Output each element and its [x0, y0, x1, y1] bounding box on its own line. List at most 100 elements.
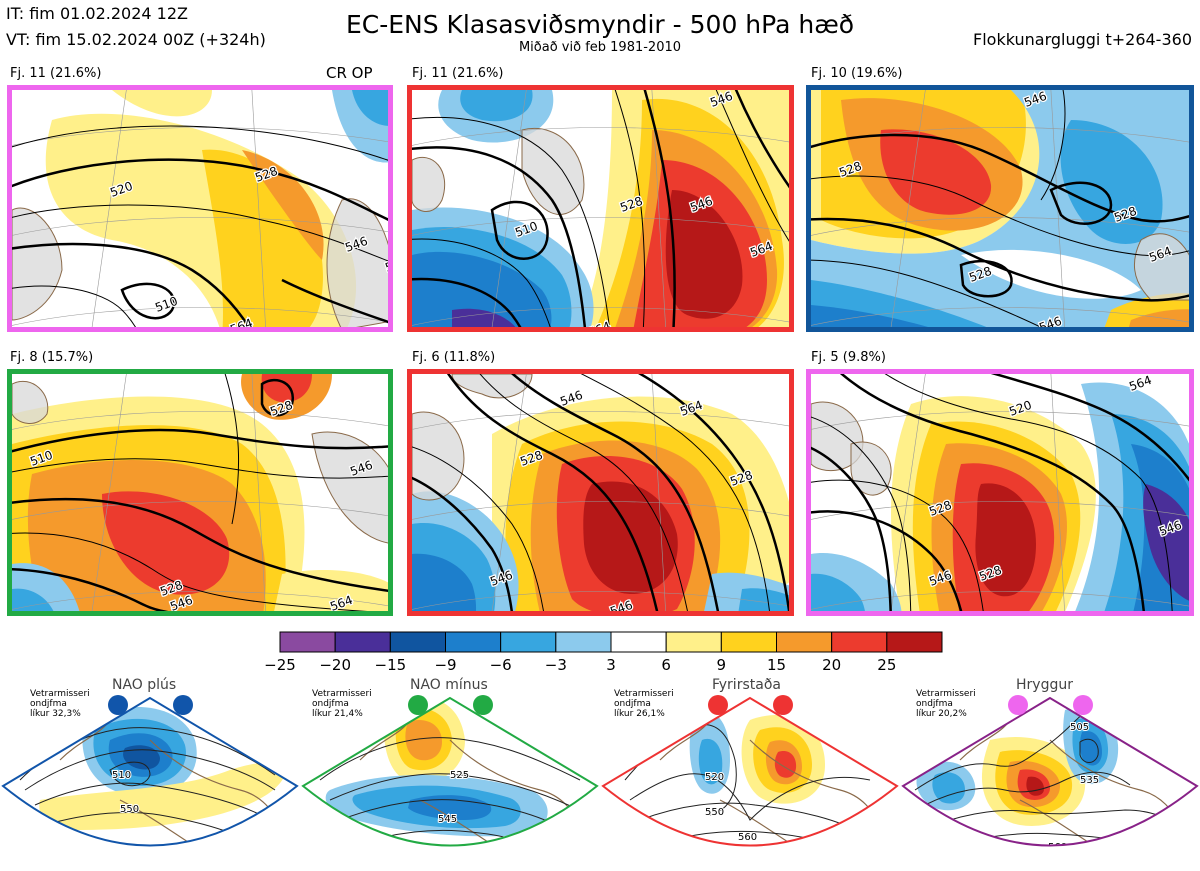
height-contour	[12, 158, 388, 222]
height-contour	[12, 497, 388, 593]
contour-label: 505	[1070, 722, 1089, 733]
height-contour	[412, 446, 545, 611]
regime-dot	[1008, 695, 1028, 715]
anomaly-area	[123, 745, 160, 770]
height-contour	[329, 773, 576, 809]
contour-label: 535	[1080, 775, 1099, 786]
anomaly-area	[1015, 850, 1045, 861]
height-contour	[224, 374, 240, 525]
lat-lon-grid	[12, 374, 388, 611]
contour-label: 525	[450, 770, 469, 781]
height-contour	[990, 374, 1189, 482]
anomaly-area	[242, 150, 324, 260]
height-contour	[959, 259, 1013, 298]
height-contour	[24, 749, 276, 791]
height-contour	[412, 277, 522, 327]
height-contour	[811, 217, 1189, 302]
landmass	[521, 128, 585, 215]
regime-3-note: Vetrarmisseri ondjfma líkur 26,1%	[614, 689, 674, 719]
anomaly-area	[698, 738, 723, 785]
regime-dot	[1073, 695, 1093, 715]
anomaly-area	[412, 251, 552, 327]
colorbar-tick-label: −15	[375, 656, 407, 674]
height-contour	[734, 90, 789, 189]
panel-1-extra-label: CR OP	[326, 64, 373, 82]
contour-label: 520	[705, 772, 724, 783]
regime-frame	[301, 696, 599, 847]
colorbar-tick-label: 20	[822, 656, 841, 674]
height-contour	[811, 133, 1189, 223]
contour-label: 550	[705, 807, 724, 818]
colorbar-tick-label: 15	[767, 656, 786, 674]
colorbar-tick-label: −25	[264, 656, 296, 674]
height-contour	[412, 146, 587, 327]
anomaly-area	[975, 483, 1036, 597]
regime-2-note: Vetrarmisseri ondjfma líkur 21,4%	[312, 689, 372, 719]
regime-4-title: Hryggur	[1016, 677, 1073, 693]
height-contour	[446, 374, 659, 611]
lat-lon-grid	[412, 374, 789, 611]
anomaly-area	[460, 90, 533, 122]
height-contour	[811, 446, 892, 611]
colorbar-tick-label: −6	[490, 656, 512, 674]
height-contour	[629, 773, 871, 821]
contour-label: 550	[120, 804, 139, 815]
height-contour	[934, 809, 1169, 826]
height-contour	[12, 242, 251, 327]
height-contour	[12, 428, 388, 453]
height-contour	[12, 458, 388, 479]
height-contour	[479, 374, 688, 611]
valid-time: VT: fim 15.02.2024 00Z (+324h)	[6, 30, 266, 49]
panel-5-label: Fj. 6 (11.8%)	[412, 350, 496, 365]
regime-nao-plus-map: 510 550	[1, 695, 299, 847]
regime-dot	[408, 695, 428, 715]
landmass	[326, 198, 388, 327]
contour-label: 510	[112, 770, 131, 781]
height-contour	[839, 374, 1145, 611]
height-contour	[412, 238, 551, 327]
regime-blocking-map: 520 550 560	[601, 695, 899, 847]
classification-window: Flokkunargluggi t+264-360	[973, 30, 1192, 49]
anomaly-area	[811, 305, 929, 327]
panel-3-label: Fj. 10 (19.6%)	[811, 66, 903, 81]
landmass	[12, 207, 63, 321]
height-contour	[120, 282, 176, 320]
anomaly-area	[405, 720, 442, 761]
regime-dot	[773, 695, 793, 715]
colorbar-tick-label: 25	[877, 656, 896, 674]
anomaly-area	[112, 90, 212, 117]
regime-dot	[173, 695, 193, 715]
height-contour	[637, 374, 789, 611]
regime-frame	[601, 696, 899, 847]
height-contour	[1079, 738, 1099, 763]
cluster-map-panel-6: 520 528 546 564 546 528	[806, 369, 1194, 616]
colorbar-tick-label: 9	[717, 656, 727, 674]
height-contour	[412, 476, 513, 611]
height-contour	[580, 374, 770, 611]
contour-label: 528	[383, 254, 393, 275]
regime-sector: 505 535 560	[903, 698, 1197, 861]
height-contour	[811, 259, 1042, 327]
regime-sector: 525 545 565	[303, 698, 597, 861]
height-contour	[1040, 90, 1066, 201]
height-contour	[12, 285, 136, 327]
height-contour	[715, 90, 789, 242]
contour-label: 565	[446, 850, 465, 861]
contour-label: 560	[738, 832, 757, 843]
page-subtitle: Miðað við feb 1981-2010	[518, 40, 682, 55]
regime-ridge-map: 505 535 560	[901, 695, 1199, 861]
landmass	[311, 431, 388, 544]
anomaly-area	[665, 190, 743, 319]
height-contour	[643, 90, 676, 327]
contour-label: 545	[438, 814, 457, 825]
height-contour	[884, 374, 1173, 611]
panel-2-label: Fj. 11 (21.6%)	[412, 66, 504, 81]
regime-dot	[108, 695, 128, 715]
height-contour	[12, 125, 388, 161]
regime-dot	[708, 695, 728, 715]
colorbar-tick-label: −20	[319, 656, 351, 674]
anomaly-area	[102, 491, 230, 595]
anomaly-area	[1143, 484, 1189, 601]
